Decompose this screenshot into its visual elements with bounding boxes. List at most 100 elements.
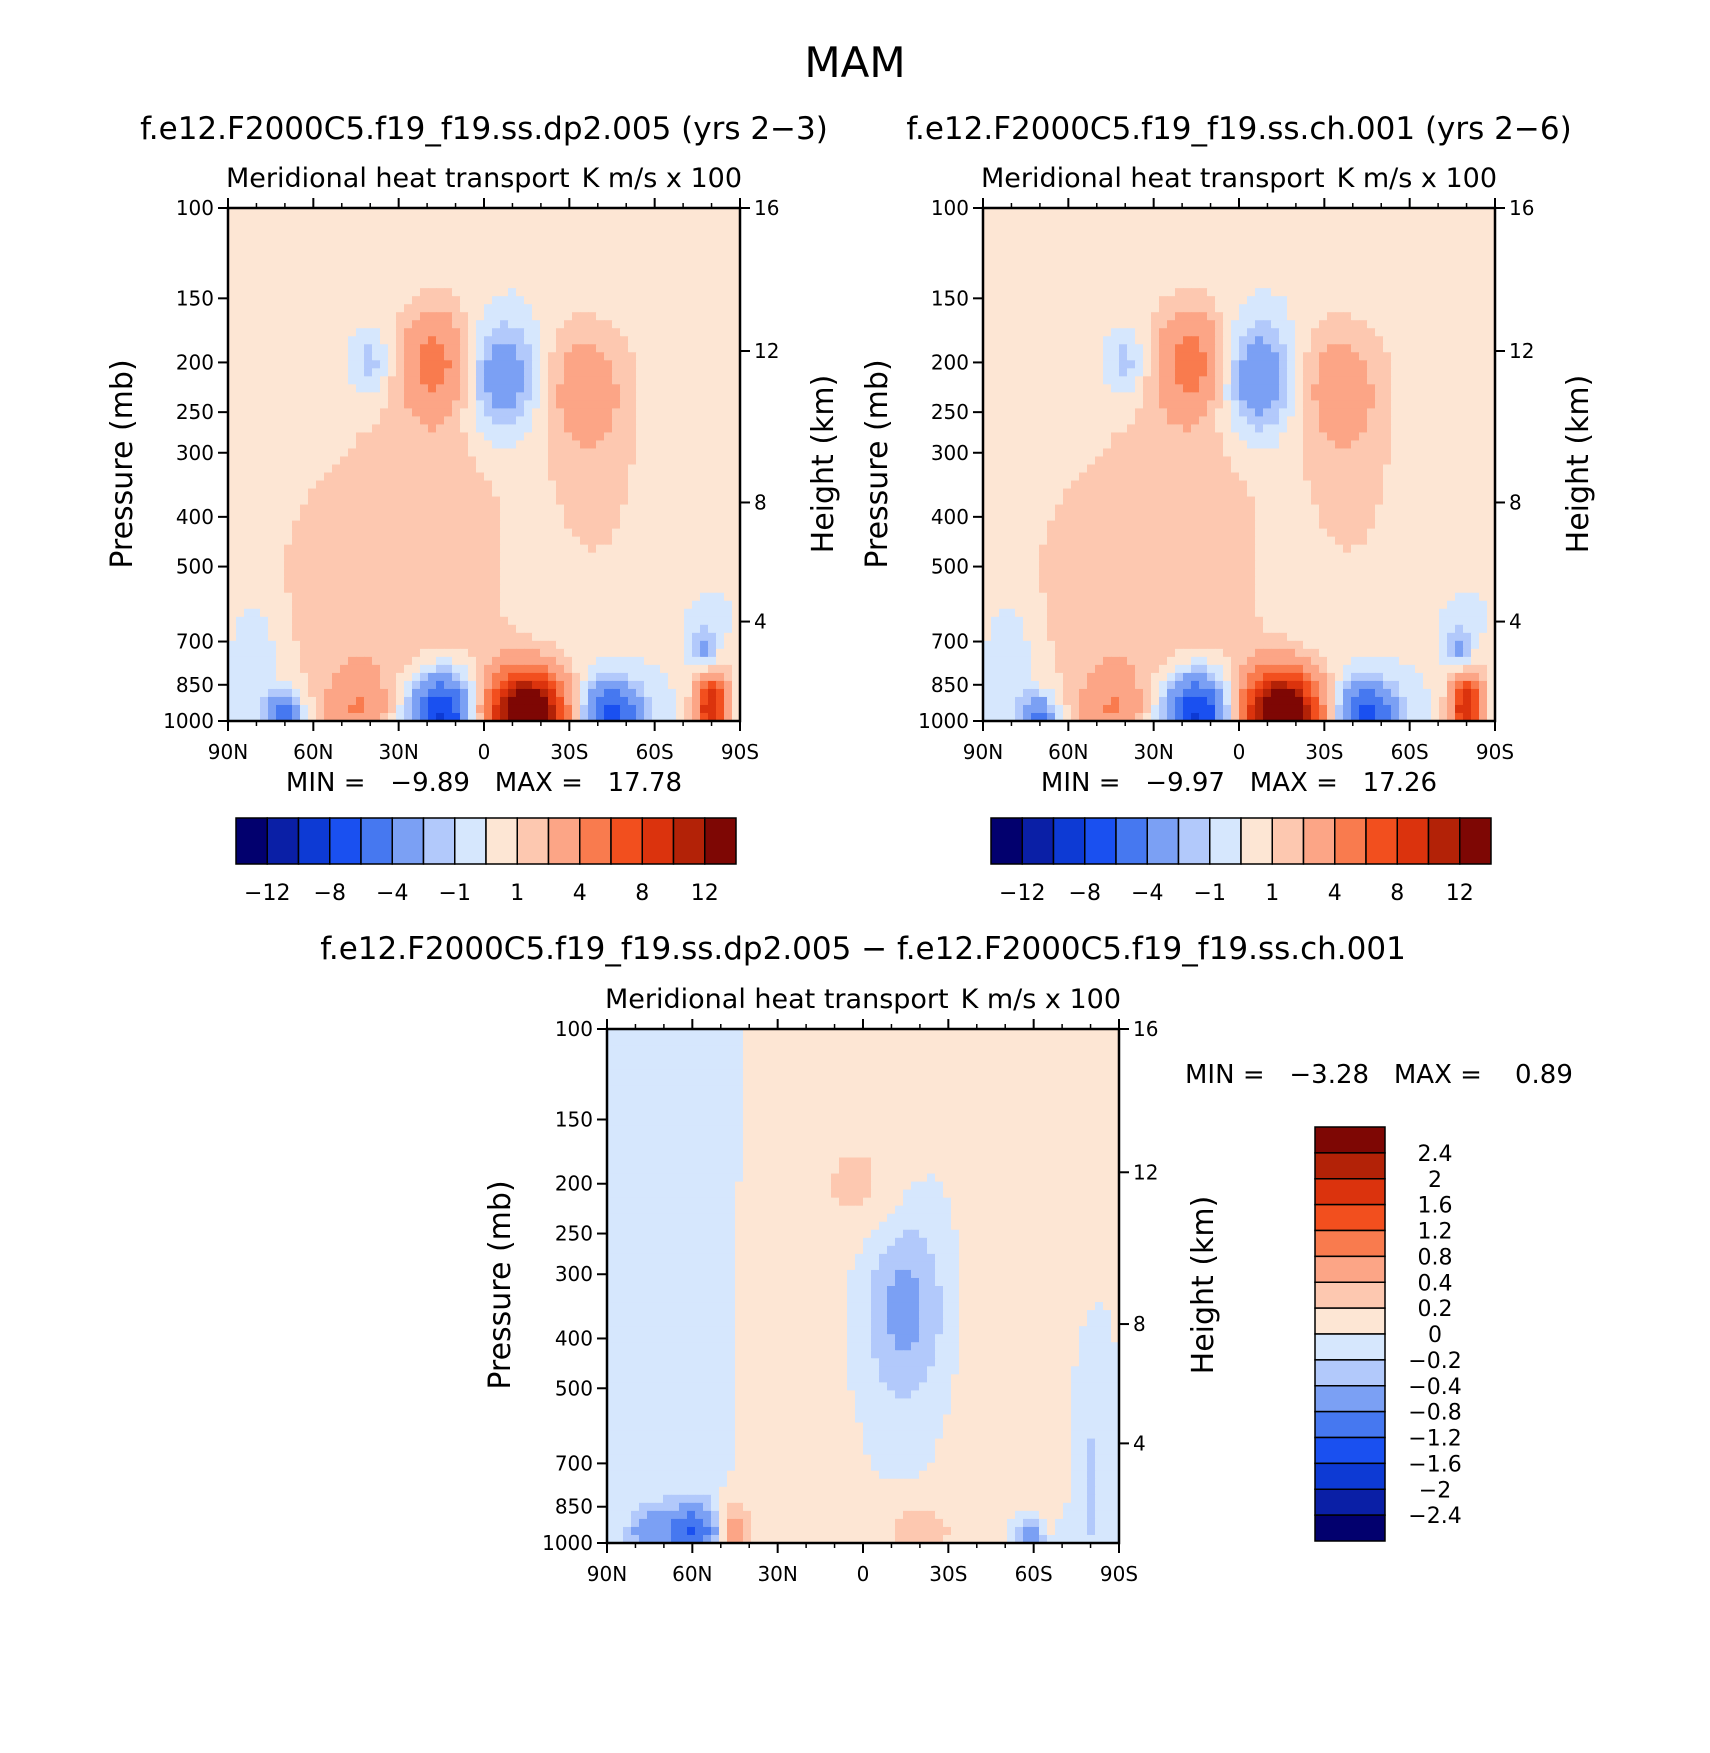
heatmap-cell [1431, 232, 1440, 241]
heatmap-cell [620, 473, 629, 482]
heatmap-cell [348, 577, 357, 586]
heatmap-cell [476, 456, 485, 465]
colorbar-swatch [424, 818, 455, 864]
heatmap-cell [1055, 288, 1064, 297]
heatmap-cell [436, 424, 445, 433]
heatmap-cell [660, 336, 669, 345]
heatmap-cell [708, 673, 717, 682]
heatmap-cell [636, 465, 645, 474]
heatmap-cell [244, 336, 253, 345]
heatmap-cell [724, 665, 733, 674]
heatmap-cell [388, 585, 397, 594]
heatmap-cell [612, 625, 621, 634]
heatmap-cell [292, 248, 301, 257]
heatmap-cell [284, 288, 293, 297]
heatmap-cell [508, 296, 517, 305]
heatmap-cell [1439, 232, 1448, 241]
heatmap-cell [660, 288, 669, 297]
heatmap-cell [983, 208, 992, 217]
heatmap-cell [660, 440, 669, 449]
heatmap-cell [548, 296, 557, 305]
heatmap-cell [508, 641, 517, 650]
heatmap-cell [524, 521, 533, 530]
heatmap-cell [724, 208, 733, 217]
heatmap-cell [252, 593, 261, 602]
heatmap-cell [652, 521, 661, 530]
heatmap-cell [660, 296, 669, 305]
heatmap-cell [492, 601, 501, 610]
heatmap-cell [508, 400, 517, 409]
heatmap-cell [284, 681, 293, 690]
heatmap-cell [300, 569, 309, 578]
heatmap-cell [572, 256, 581, 265]
heatmap-cell [556, 256, 565, 265]
colorbar-swatch [486, 818, 517, 864]
heatmap-cell [676, 577, 685, 586]
heatmap-cell [596, 240, 605, 249]
heatmap-cell [580, 448, 589, 457]
heatmap-cell [428, 593, 437, 602]
heatmap-cell [604, 248, 613, 257]
heatmap-cell [244, 456, 253, 465]
heatmap-cell [228, 296, 237, 305]
heatmap-cell [596, 609, 605, 618]
heatmap-cell [348, 344, 357, 353]
heatmap-cell [548, 601, 557, 610]
heatmap-cell [1391, 248, 1400, 257]
heatmap-cell [1215, 272, 1224, 281]
heatmap-cell [1063, 224, 1072, 233]
heatmap-cell [1127, 272, 1136, 281]
heatmap-cell [991, 288, 1000, 297]
heatmap-cell [580, 344, 589, 353]
heatmap-cell [516, 577, 525, 586]
heatmap-cell [340, 529, 349, 538]
heatmap-cell [1191, 248, 1200, 257]
heatmap-cell [444, 232, 453, 241]
heatmap-cell [340, 665, 349, 674]
heatmap-cell [324, 609, 333, 618]
heatmap-cell [716, 505, 725, 514]
heatmap-cell [1047, 296, 1056, 305]
heatmap-cell [644, 625, 653, 634]
heatmap-cell [1007, 216, 1016, 225]
heatmap-cell [612, 537, 621, 546]
heatmap-cell [991, 272, 1000, 281]
heatmap-cell [404, 456, 413, 465]
heatmap-cell [596, 344, 605, 353]
heatmap-cell [676, 392, 685, 401]
heatmap-cell [268, 561, 277, 570]
heatmap-cell [620, 344, 629, 353]
heatmap-cell [596, 553, 605, 562]
heatmap-cell [540, 673, 549, 682]
heatmap-cell [428, 360, 437, 369]
heatmap-cell [348, 440, 357, 449]
heatmap-cell [276, 424, 285, 433]
heatmap-cell [276, 641, 285, 650]
heatmap-cell [348, 681, 357, 690]
heatmap-cell [524, 352, 533, 361]
heatmap-cell [308, 641, 317, 650]
heatmap-cell [556, 328, 565, 337]
heatmap-cell [580, 296, 589, 305]
heatmap-cell [364, 689, 373, 698]
heatmap-cell [348, 336, 357, 345]
heatmap-cell [692, 344, 701, 353]
heatmap-cell [300, 513, 309, 522]
heatmap-cell [1007, 264, 1016, 273]
heatmap-cell [260, 673, 269, 682]
heatmap-cell [572, 545, 581, 554]
heatmap-cell [284, 232, 293, 241]
heatmap-cell [1247, 208, 1256, 217]
heatmap-cell [556, 529, 565, 538]
heatmap-cell [1239, 272, 1248, 281]
heatmap-cell [1143, 256, 1152, 265]
heatmap-cell [620, 505, 629, 514]
heatmap-cell [324, 240, 333, 249]
heatmap-cell [1351, 256, 1360, 265]
heatmap-cell [548, 561, 557, 570]
heatmap-cell [428, 288, 437, 297]
heatmap-cell [340, 320, 349, 329]
heatmap-cell [420, 697, 429, 706]
heatmap-cell [556, 312, 565, 321]
